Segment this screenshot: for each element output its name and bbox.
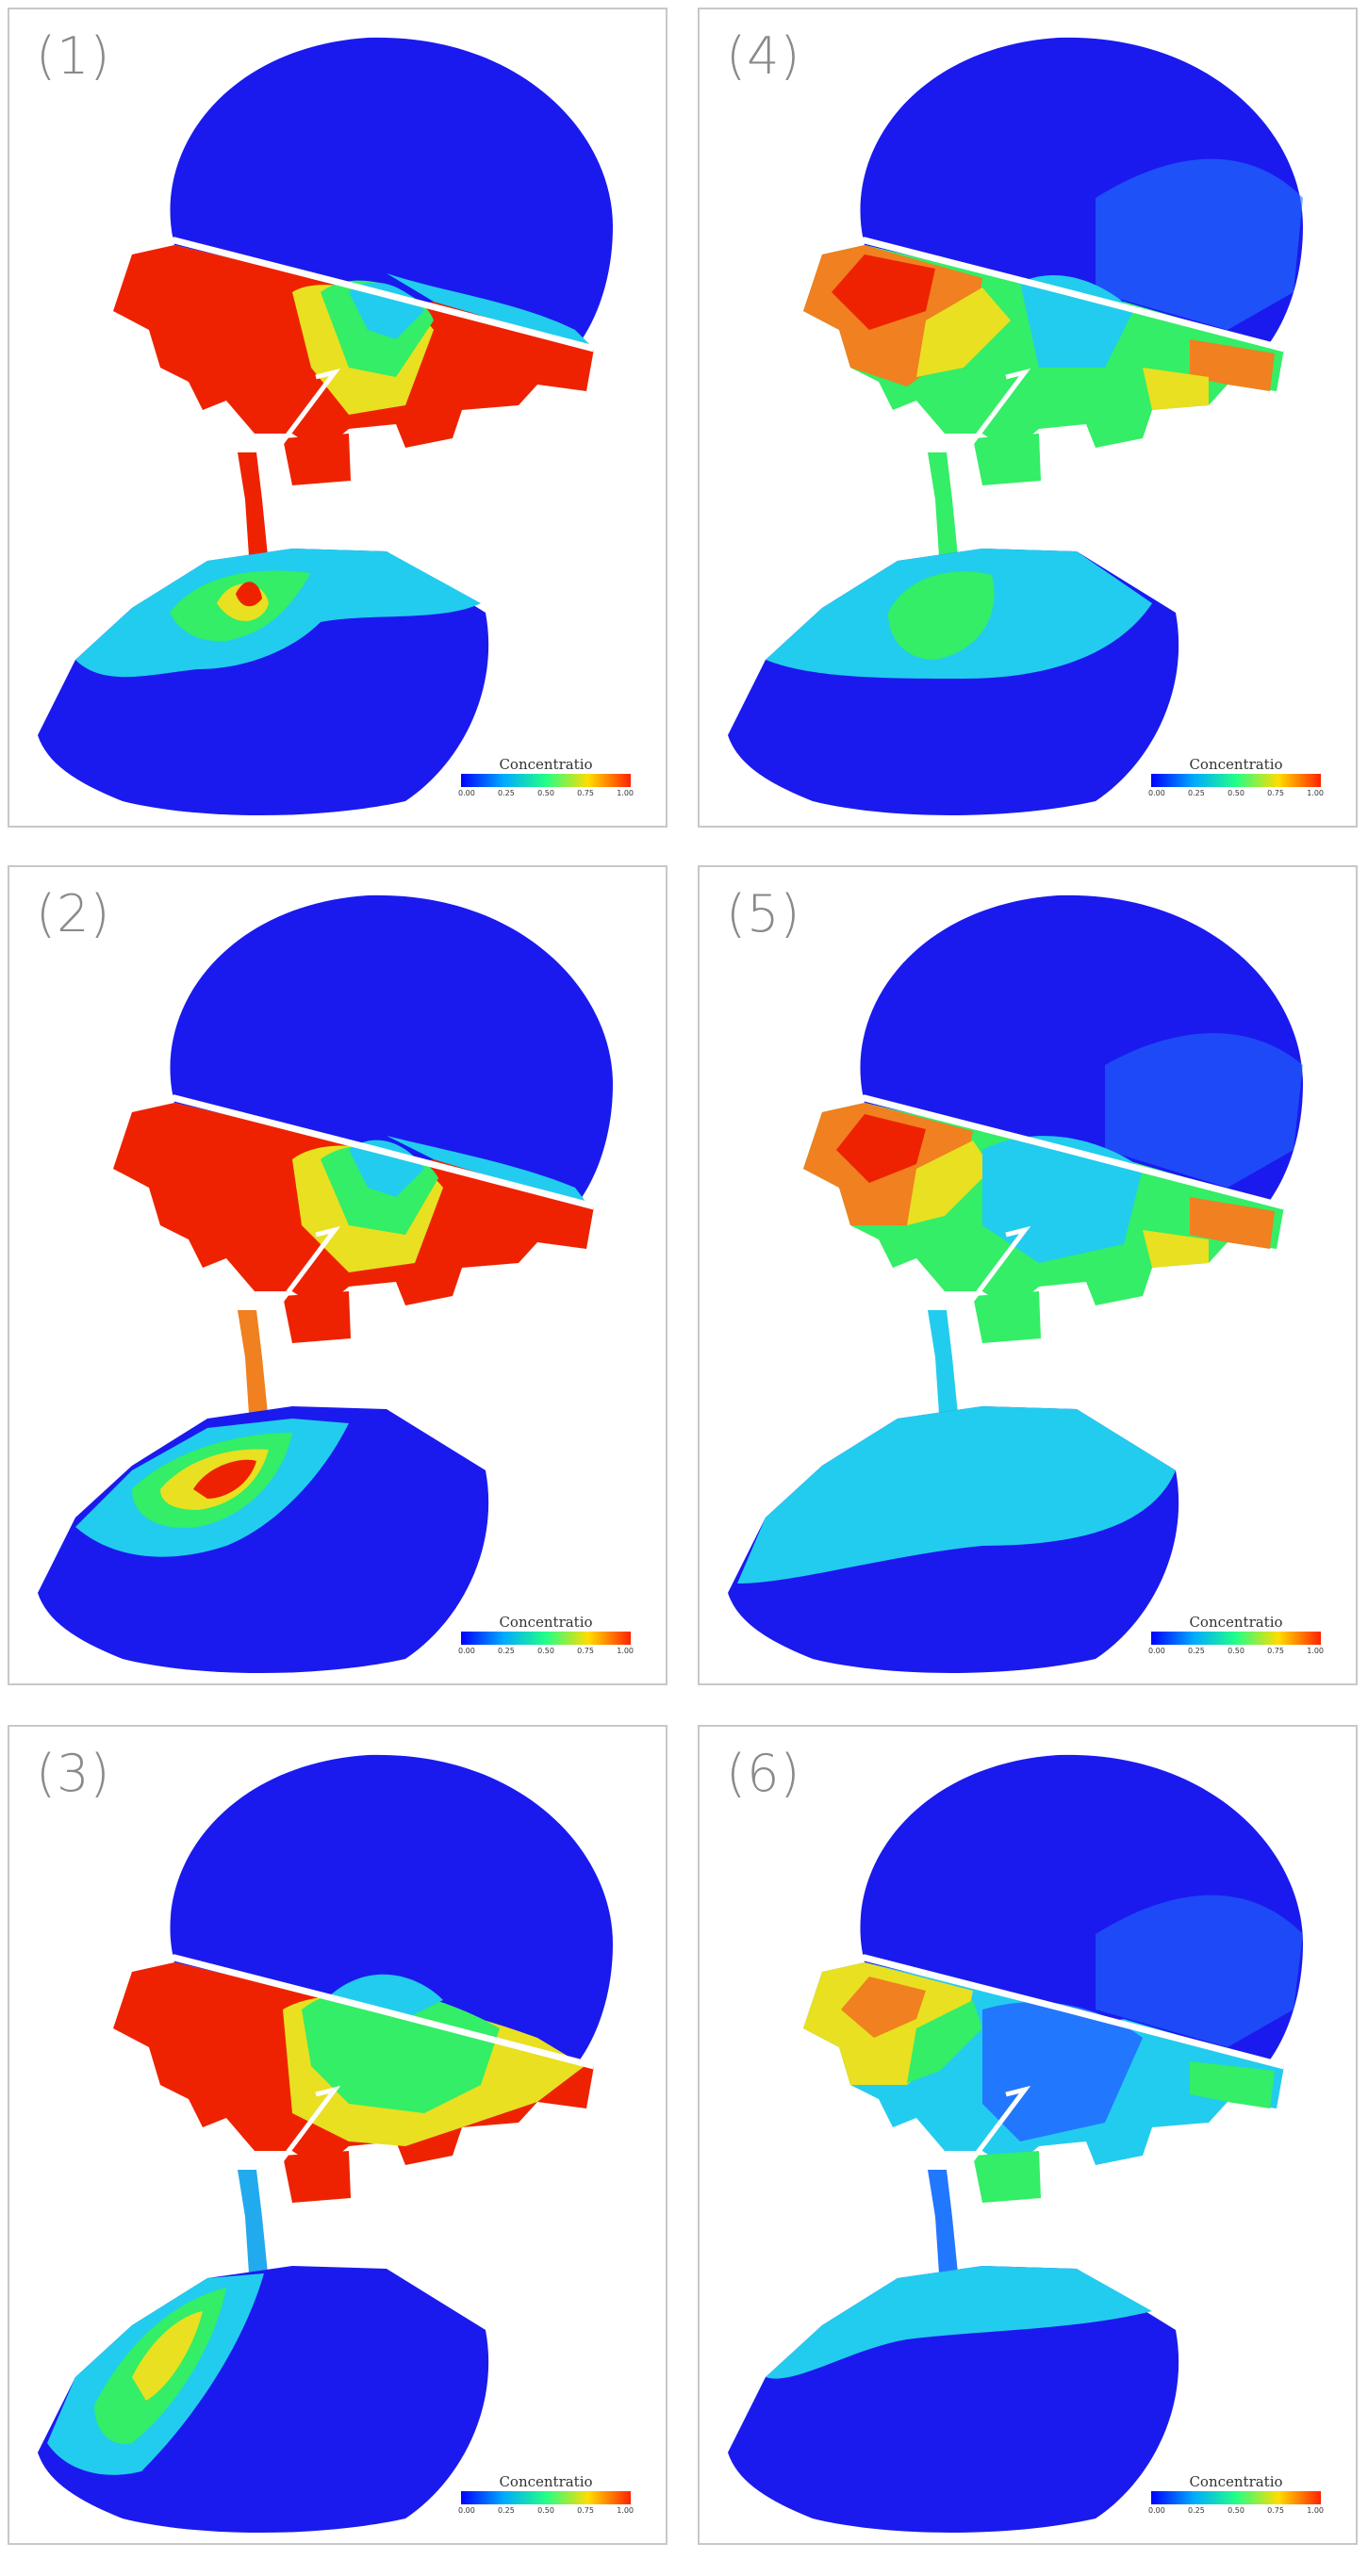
- tick: 0.50: [537, 789, 554, 797]
- tick: 0.50: [1228, 789, 1244, 797]
- colorbar: [1151, 774, 1321, 787]
- colorbar-legend: Concentratio 0.00 0.25 0.50 0.75 1.00: [1146, 2474, 1326, 2515]
- colorbar-legend: Concentratio 0.00 0.25 0.50 0.75 1.00: [456, 757, 635, 797]
- tick: 0.00: [458, 2506, 475, 2515]
- tick: 0.50: [537, 1647, 554, 1655]
- tick: 1.00: [617, 2506, 634, 2515]
- legend-ticks: 0.00 0.25 0.50 0.75 1.00: [458, 2506, 634, 2515]
- tick: 0.25: [498, 789, 515, 797]
- panel-label: (5): [726, 884, 801, 943]
- concentration-map-2: [38, 894, 613, 1673]
- concentration-map-5: [728, 894, 1303, 1673]
- tick: 0.75: [577, 789, 594, 797]
- tick: 0.25: [498, 2506, 515, 2515]
- colorbar: [461, 774, 631, 787]
- legend-ticks: 0.00 0.25 0.50 0.75 1.00: [1148, 789, 1324, 797]
- legend-ticks: 0.00 0.25 0.50 0.75 1.00: [1148, 2506, 1324, 2515]
- colorbar: [1151, 1632, 1321, 1645]
- tick: 0.00: [1148, 1647, 1165, 1655]
- concentration-map-3: [38, 1754, 613, 2533]
- tick: 0.00: [458, 789, 475, 797]
- tick: 0.50: [1228, 1647, 1244, 1655]
- colorbar: [1151, 2491, 1321, 2504]
- panel-2: (2) Concentratio 0.00 0.25 0.50 0.75 1.0…: [8, 865, 668, 1685]
- panel-label: (4): [726, 26, 801, 86]
- tick: 1.00: [617, 789, 634, 797]
- concentration-map-1: [38, 37, 613, 815]
- tick: 0.00: [1148, 2506, 1165, 2515]
- tick: 0.25: [1188, 1647, 1205, 1655]
- panel-6: (6) Concentratio 0.00 0.25 0.50 0.75 1.0…: [698, 1725, 1358, 2545]
- concentration-map-6: [728, 1754, 1303, 2533]
- panel-3: (3) Concentratio 0.00 0.25 0.50 0.75 1.0…: [8, 1725, 668, 2545]
- legend-ticks: 0.00 0.25 0.50 0.75 1.00: [458, 1647, 634, 1655]
- tick: 0.75: [577, 1647, 594, 1655]
- colorbar: [461, 2491, 631, 2504]
- panel-label: (6): [726, 1744, 801, 1803]
- tick: 1.00: [1307, 1647, 1324, 1655]
- legend-title: Concentratio: [1189, 756, 1283, 773]
- panel-label: (1): [36, 26, 111, 86]
- tick: 0.50: [1228, 2506, 1244, 2515]
- tick: 0.50: [537, 2506, 554, 2515]
- legend-title: Concentratio: [1189, 2473, 1283, 2490]
- tick: 0.25: [498, 1647, 515, 1655]
- colorbar-legend: Concentratio 0.00 0.25 0.50 0.75 1.00: [1146, 1615, 1326, 1655]
- tick: 0.00: [458, 1647, 475, 1655]
- tick: 0.25: [1188, 789, 1205, 797]
- legend-title: Concentratio: [499, 756, 593, 773]
- legend-title: Concentratio: [499, 2473, 593, 2490]
- tick: 1.00: [617, 1647, 634, 1655]
- colorbar-legend: Concentratio 0.00 0.25 0.50 0.75 1.00: [456, 2474, 635, 2515]
- panel-label: (3): [36, 1744, 111, 1803]
- tick: 1.00: [1307, 2506, 1324, 2515]
- tick: 0.75: [1267, 1647, 1284, 1655]
- colorbar: [461, 1632, 631, 1645]
- tick: 0.00: [1148, 789, 1165, 797]
- tick: 0.75: [577, 2506, 594, 2515]
- legend-ticks: 0.00 0.25 0.50 0.75 1.00: [458, 789, 634, 797]
- tick: 0.75: [1267, 789, 1284, 797]
- concentration-map-4: [728, 37, 1303, 815]
- tick: 0.75: [1267, 2506, 1284, 2515]
- tick: 0.25: [1188, 2506, 1205, 2515]
- panel-1: (1) Concentratio 0.00 0.25 0.50 0.75 1.0…: [8, 8, 668, 828]
- legend-title: Concentratio: [499, 1614, 593, 1631]
- panel-4: (4) Concentratio 0.00 0.25 0.50 0.75 1.0…: [698, 8, 1358, 828]
- colorbar-legend: Concentratio 0.00 0.25 0.50 0.75 1.00: [456, 1615, 635, 1655]
- panel-label: (2): [36, 884, 111, 943]
- legend-title: Concentratio: [1189, 1614, 1283, 1631]
- colorbar-legend: Concentratio 0.00 0.25 0.50 0.75 1.00: [1146, 757, 1326, 797]
- legend-ticks: 0.00 0.25 0.50 0.75 1.00: [1148, 1647, 1324, 1655]
- tick: 1.00: [1307, 789, 1324, 797]
- panel-5: (5) Concentratio 0.00 0.25 0.50 0.75 1.0…: [698, 865, 1358, 1685]
